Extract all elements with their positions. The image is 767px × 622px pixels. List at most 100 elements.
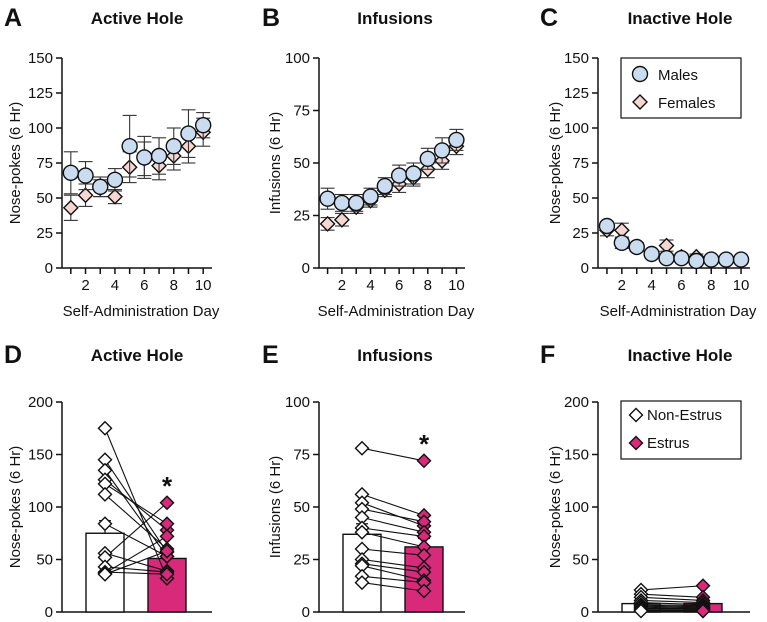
series-males [319,128,465,212]
panel-E: E Infusions 0 25 50 75 100 Infusions (6 Hr) * [262,341,465,621]
y-tick-label: 50 [293,499,310,516]
data-point-males [150,147,168,165]
data-point-males [405,165,422,182]
panel-A: A Active Hole 0 25 50 75 100 125 150 Nose-pokes (… [4,4,220,320]
pair-line [361,508,425,523]
pair-line [104,550,168,575]
y-tick-label: 100 [564,120,589,137]
legend: Non-Estrus Estrus [620,400,742,460]
pair-line [104,523,168,557]
panel-letter: E [262,341,279,369]
legend-box [620,400,742,460]
panel-letter: A [4,4,22,32]
x-tick-label: 2 [618,277,626,294]
y-axis-label: Nose-pokes (6 Hr) [7,446,24,569]
paired-points [354,440,432,599]
y-tick-label: 25 [572,225,589,242]
legend-label-females: Females [658,95,716,112]
pair-line [104,502,168,558]
pair-line [361,563,425,573]
y-axis-label: Infusions (6 Hr) [267,112,284,215]
pair-line [104,571,168,575]
data-point-estrus [159,495,175,511]
x-tick-label: 10 [195,277,212,294]
data-point-males [732,251,750,268]
data-point-males [598,217,616,235]
data-point-males [121,137,138,155]
data-point-estrus [416,583,432,599]
y-tick-label: 100 [28,499,53,516]
y-axis-label: Nose-pokes (6 Hr) [547,446,564,569]
data-point-nonestrus [354,524,370,540]
data-point-males [419,150,436,168]
data-point-estrus [159,566,175,582]
data-point-males [106,171,124,189]
y-tick-label: 25 [293,208,310,225]
panel-F: F Inactive Hole 0 50 100 150 200 Nose-pokes (6 … [540,341,750,621]
legend-label-nonestrus: Non-Estrus [647,407,722,424]
data-point-nonestrus [97,516,113,532]
pair-line [640,599,704,604]
y-tick-label: 0 [581,604,589,621]
data-point-males [333,194,351,212]
data-point-males [717,251,735,268]
panel-D: D Active Hole 0 50 100 150 200 Nose-pokes (6 Hr… [4,341,212,621]
data-point-males [643,245,660,263]
panel-title: Inactive Hole [628,346,733,365]
legend-label-males: Males [658,67,698,84]
pair-line [640,602,704,606]
pair-line [361,575,425,584]
pair-line [361,565,425,582]
data-point-males [703,251,720,268]
data-point-estrus [159,528,175,544]
y-tick-label: 0 [45,260,53,277]
panel-letter: B [262,4,280,32]
y-tick-label: 0 [302,260,310,277]
data-point-males [658,250,675,267]
data-point-males [77,167,94,184]
y-axis-label: Nose-pokes (6 Hr) [547,102,564,225]
panel-title: Active Hole [91,346,184,365]
data-point-males [194,116,212,134]
pair-line [104,493,168,550]
y-axis-label: Infusions (6 Hr) [267,456,284,559]
y-tick-label: 25 [36,225,53,242]
pair-line [104,479,168,531]
legend-marker-males [631,65,649,83]
y-axis-label: Nose-pokes (6 Hr) [7,102,24,225]
data-point-nonestrus [354,575,370,591]
x-tick-label: 2 [81,277,89,294]
y-tick-label: 50 [36,552,53,569]
y-tick-label: 100 [564,499,589,516]
y-tick-label: 200 [564,394,589,411]
data-point-females [319,215,336,232]
pair-line [104,566,168,573]
data-point-females [106,188,123,205]
panel-letter: C [540,4,558,32]
data-point-males [362,188,379,205]
pair-line [104,483,168,525]
data-point-males [448,131,465,149]
panel-title: Infusions [357,9,433,28]
y-tick-label: 100 [285,394,310,411]
data-point-estrus [695,603,711,619]
paired-points [633,578,711,619]
y-tick-label: 0 [302,604,310,621]
x-tick-label: 2 [338,277,346,294]
series-males [62,109,212,198]
data-point-estrus [416,453,432,469]
y-tick-label: 75 [572,155,589,172]
y-tick-label: 100 [285,50,310,67]
x-axis-label: Self-Administration Day [600,303,757,320]
x-tick-label: 4 [111,277,119,294]
data-point-nonestrus [97,566,113,582]
y-tick-label: 150 [564,50,589,67]
pair-line [361,502,425,527]
y-tick-label: 150 [28,50,53,67]
pair-line [361,493,425,516]
paired-points [97,420,175,586]
pair-line [361,516,425,533]
pair-line [640,604,704,607]
y-tick-label: 125 [564,85,589,102]
data-point-males [92,178,109,196]
